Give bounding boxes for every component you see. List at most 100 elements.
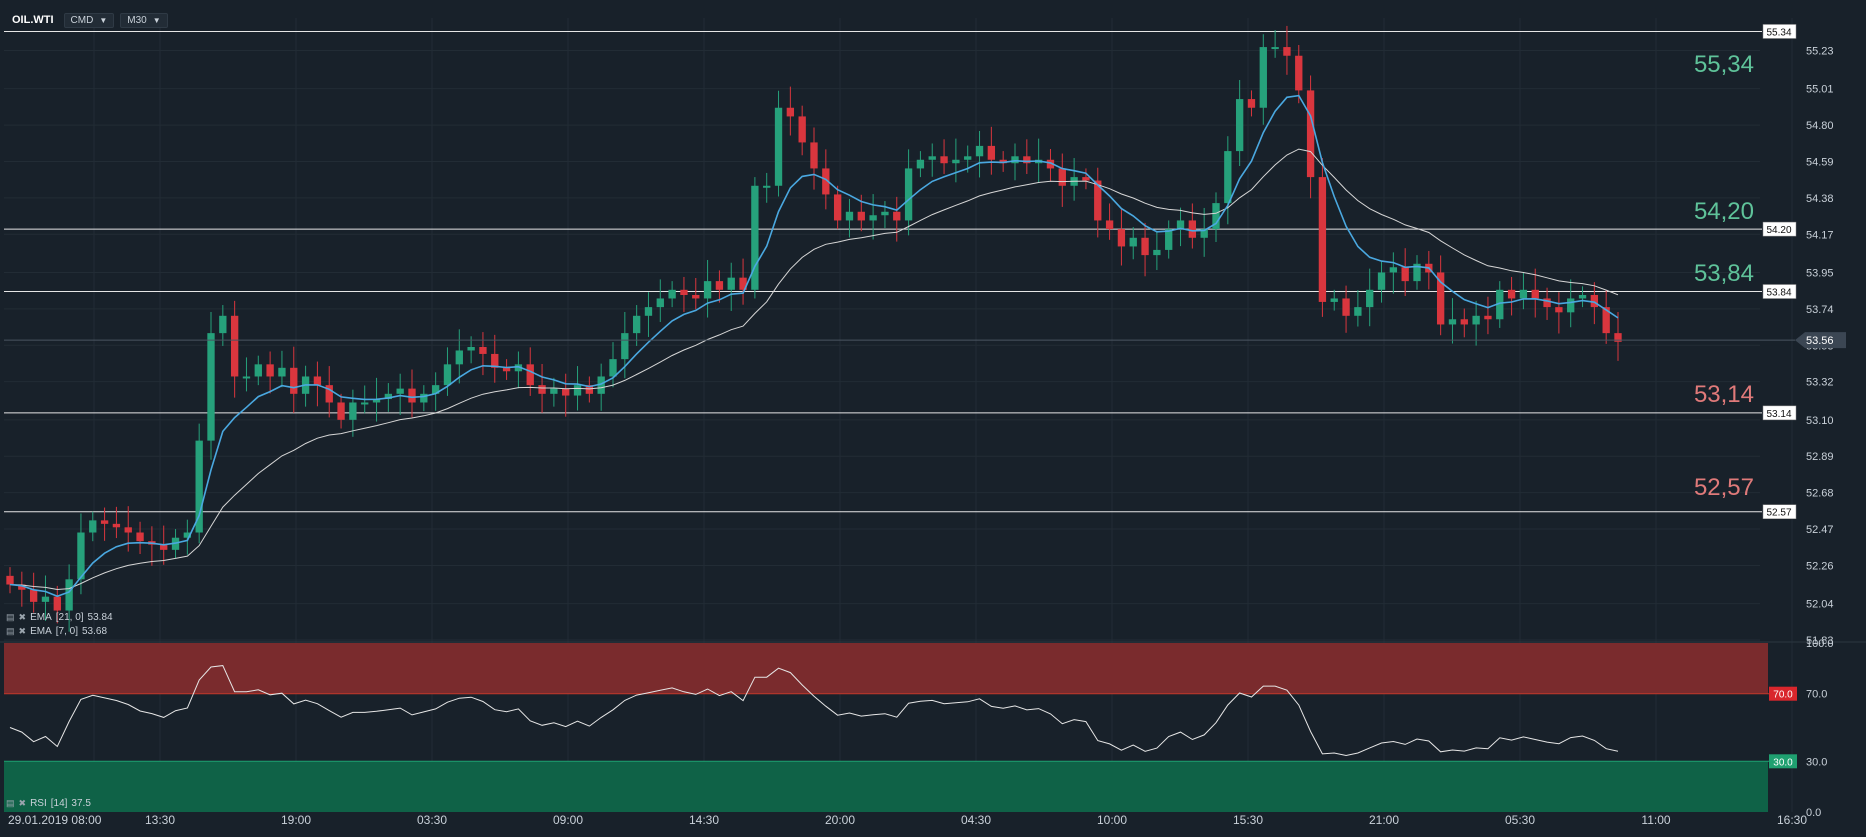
- candle-body: [1082, 177, 1090, 181]
- candle-body: [975, 145, 984, 157]
- candle-body: [361, 402, 369, 405]
- candle-body: [467, 347, 475, 351]
- legend-rsi: ▤ ✖ RSI [14] 37.5: [6, 798, 91, 809]
- candle-body: [940, 156, 948, 164]
- candle-body: [964, 156, 972, 160]
- candle-body: [1436, 272, 1445, 325]
- price-level-tag: 54.20: [1766, 225, 1791, 236]
- candle-body: [1283, 47, 1291, 56]
- candle-body: [1519, 289, 1528, 299]
- close-icon[interactable]: ✖: [18, 626, 27, 636]
- candle-body: [644, 307, 653, 316]
- candle-body: [999, 159, 1007, 164]
- ema-7-line: [9, 94, 1619, 598]
- candle-body: [1330, 298, 1338, 302]
- instrument-type-select[interactable]: CMD ▼: [63, 12, 115, 28]
- price-tick-label: 53.32: [1806, 377, 1834, 389]
- candle-body: [1318, 177, 1327, 302]
- candle-body: [313, 376, 322, 386]
- candle-body: [1046, 159, 1055, 169]
- candle-body: [1354, 307, 1362, 316]
- candle-body: [219, 315, 227, 334]
- candle-body: [1200, 229, 1208, 238]
- candle-body: [1295, 55, 1303, 91]
- candle-body: [372, 399, 381, 403]
- close-icon[interactable]: ✖: [18, 798, 27, 808]
- chart-toolbar: OIL.WTI CMD ▼ M30 ▼: [8, 10, 168, 30]
- settings-icon[interactable]: ▤: [6, 626, 15, 636]
- timeframe-select[interactable]: M30 ▼: [120, 12, 168, 28]
- price-level-tag: 53.14: [1766, 409, 1791, 420]
- candle-body: [1188, 220, 1197, 238]
- candle-body: [1011, 156, 1019, 164]
- rsi-70-tag: 70.0: [1773, 690, 1793, 701]
- candle-body: [18, 584, 26, 590]
- candle-body: [266, 364, 274, 377]
- candle-body: [1602, 307, 1610, 334]
- candle-body: [668, 289, 676, 299]
- candle-body: [1472, 315, 1480, 325]
- rsi-tick-label: 70.0: [1806, 689, 1827, 701]
- time-tick-label: 10:00: [1097, 813, 1127, 827]
- time-tick-label: 04:30: [961, 813, 991, 827]
- candle-body: [786, 107, 795, 117]
- candle-body: [1366, 289, 1374, 308]
- close-icon[interactable]: ✖: [18, 612, 27, 622]
- candle-body: [230, 315, 239, 377]
- candle-body: [1105, 220, 1114, 230]
- legend-ema7-name: EMA: [30, 626, 52, 637]
- settings-icon[interactable]: ▤: [6, 612, 15, 622]
- candle-body: [538, 385, 546, 394]
- price-tick-label: 54.38: [1806, 193, 1834, 205]
- candle-body: [656, 298, 664, 308]
- current-price-tag-bg: [1795, 332, 1846, 349]
- candle-body: [1259, 47, 1267, 108]
- candle-body: [1555, 307, 1563, 313]
- candle-body: [160, 544, 168, 550]
- time-tick-label: 20:00: [825, 813, 855, 827]
- candle-body: [952, 159, 960, 164]
- candle-body: [621, 333, 629, 360]
- candle-body: [987, 145, 996, 160]
- candle-body: [491, 353, 499, 368]
- rsi-tick-label: 0.0: [1806, 807, 1821, 819]
- candle-body: [739, 277, 747, 290]
- price-level-big-label: 53,84: [1694, 260, 1754, 287]
- candle-body: [1306, 90, 1315, 178]
- price-level-big-label: 52,57: [1694, 474, 1754, 501]
- time-tick-label: 16:30: [1777, 813, 1807, 827]
- timeframe-label: M30: [127, 14, 147, 26]
- candle-body: [1614, 333, 1622, 342]
- candle-body: [881, 211, 889, 216]
- candle-body: [893, 211, 901, 221]
- candle-body: [774, 107, 783, 186]
- price-tick-label: 53.95: [1806, 267, 1834, 279]
- symbol-label[interactable]: OIL.WTI: [12, 14, 54, 26]
- settings-icon[interactable]: ▤: [6, 798, 15, 808]
- candle-body: [597, 376, 605, 394]
- candle-body: [1117, 229, 1126, 247]
- price-tick-label: 52.26: [1806, 560, 1834, 572]
- legend-rsi-name: RSI: [30, 798, 47, 809]
- time-tick-label: 21:00: [1369, 813, 1399, 827]
- legend-rsi-params: [14]: [50, 798, 68, 809]
- candle-body: [254, 364, 262, 377]
- candle-body: [1567, 298, 1575, 313]
- candle-body: [1401, 267, 1409, 282]
- candle-body: [41, 596, 50, 602]
- ema-21-line: [9, 148, 1619, 591]
- price-level-big-label: 54,20: [1694, 198, 1754, 225]
- rsi-tick-label: 30.0: [1806, 756, 1827, 768]
- price-tick-label: 54.80: [1806, 120, 1834, 132]
- candle-body: [337, 402, 345, 420]
- candle-body: [502, 367, 511, 372]
- candle-body: [1129, 237, 1137, 247]
- candle-body: [1389, 267, 1398, 273]
- candle-body: [857, 211, 865, 221]
- rsi-30-tag: 30.0: [1773, 757, 1793, 768]
- candle-body: [810, 142, 818, 169]
- chevron-down-icon: ▼: [99, 15, 108, 25]
- candle-body: [195, 440, 203, 533]
- candle-body: [396, 388, 404, 394]
